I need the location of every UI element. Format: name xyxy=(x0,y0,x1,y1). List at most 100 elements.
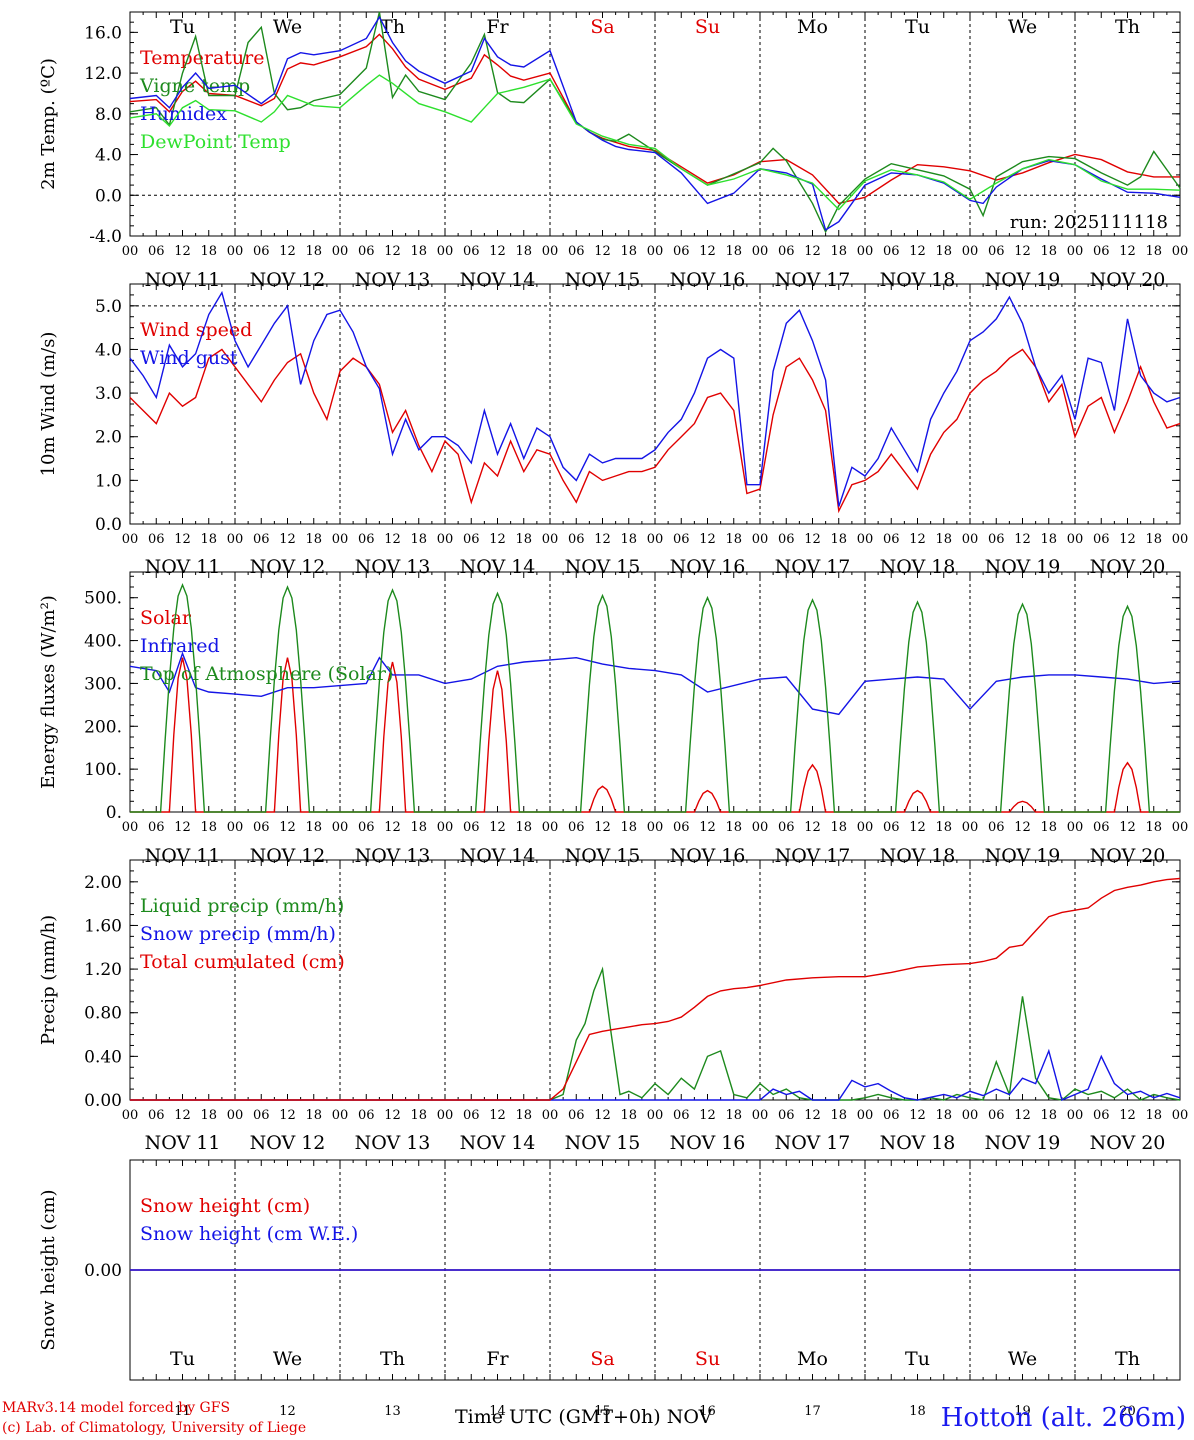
hour-tick-label: 18 xyxy=(1040,532,1057,547)
hour-tick-label: 06 xyxy=(253,244,270,259)
date-label: NOV 15 xyxy=(565,269,641,291)
hour-tick-label: 00 xyxy=(542,820,559,835)
series-line-total-cumulated-cm xyxy=(130,877,1181,1101)
hour-tick-label: 12 xyxy=(1119,532,1136,547)
hour-tick-label: 12 xyxy=(1014,1108,1031,1123)
hour-tick-label: 12 xyxy=(804,820,821,835)
y-tick-label: 5.0 xyxy=(95,297,122,317)
weekday-label: Th xyxy=(1115,1348,1140,1370)
hour-tick-label: 00 xyxy=(752,244,769,259)
y-tick-label: 1.60 xyxy=(84,916,122,936)
hour-tick-label: 18 xyxy=(515,532,532,547)
legend-entry: Solar xyxy=(140,607,192,629)
hour-tick-label: 18 xyxy=(830,532,847,547)
y-tick-label: 400. xyxy=(84,632,122,652)
weekday-label: Tu xyxy=(170,1348,195,1370)
hour-tick-label: 00 xyxy=(962,244,979,259)
date-label: NOV 20 xyxy=(1090,845,1166,867)
date-label: NOV 19 xyxy=(985,1132,1061,1154)
y-tick-label: 300. xyxy=(84,674,122,694)
hour-tick-label: 00 xyxy=(752,532,769,547)
hour-tick-label: 18 xyxy=(200,1108,217,1123)
weekday-label: We xyxy=(1008,1348,1037,1370)
hour-tick-label: 18 xyxy=(305,244,322,259)
date-label: NOV 11 xyxy=(145,269,221,291)
series-line-infrared xyxy=(129,651,1181,716)
y-tick-label: 0.00 xyxy=(84,1261,122,1281)
hour-tick-label: 12 xyxy=(279,532,296,547)
hour-tick-label: 12 xyxy=(279,1108,296,1123)
hour-tick-label: 12 xyxy=(804,244,821,259)
hour-tick-label: 18 xyxy=(200,532,217,547)
station-name: Hotton (alt. 266m) xyxy=(940,1403,1186,1433)
hour-tick-label: 06 xyxy=(673,820,690,835)
weekday-label: Su xyxy=(695,16,720,38)
y-tick-label: 0.0 xyxy=(95,186,122,206)
hour-tick-label: 06 xyxy=(988,1108,1005,1123)
hour-tick-label: 00 xyxy=(332,820,349,835)
hour-tick-label: 00 xyxy=(962,820,979,835)
day-number-label: 15 xyxy=(594,1404,611,1419)
legend-entry: Snow precip (mm/h) xyxy=(140,923,336,945)
hour-tick-label: 00 xyxy=(647,1108,664,1123)
hour-tick-label: 06 xyxy=(1093,532,1110,547)
hour-tick-label: 18 xyxy=(410,244,427,259)
hour-tick-label: 06 xyxy=(568,532,585,547)
weekday-label: We xyxy=(1008,16,1037,38)
hour-tick-label: 06 xyxy=(988,244,1005,259)
day-number-label: 17 xyxy=(804,1404,821,1419)
day-number-label: 11 xyxy=(174,1404,191,1419)
legend-entry: Wind gust xyxy=(140,347,238,369)
hour-tick-label: 12 xyxy=(174,820,191,835)
hour-tick-label: 12 xyxy=(594,1108,611,1123)
weekday-label: Tu xyxy=(905,1348,930,1370)
hour-tick-label: 12 xyxy=(699,532,716,547)
hour-tick-label: 06 xyxy=(148,532,165,547)
hour-tick-label: 00 xyxy=(752,820,769,835)
hour-tick-label: 06 xyxy=(568,1108,585,1123)
model-credit: MARv3.14 model forced by GFS xyxy=(2,1400,231,1416)
hour-tick-label: 06 xyxy=(883,244,900,259)
y-axis-label: 10m Wind (m/s) xyxy=(38,332,59,477)
date-label: NOV 15 xyxy=(565,845,641,867)
date-label: NOV 17 xyxy=(775,1132,851,1154)
hour-tick-label: 00 xyxy=(647,532,664,547)
legend-entry: Infrared xyxy=(140,635,220,657)
hour-tick-label: 12 xyxy=(489,532,506,547)
hour-tick-label: 06 xyxy=(568,244,585,259)
y-tick-label: 200. xyxy=(84,717,122,737)
hour-tick-label: 18 xyxy=(935,820,952,835)
series-line-wind-speed xyxy=(129,348,1181,514)
hour-tick-label: 12 xyxy=(1119,244,1136,259)
y-tick-label: 1.20 xyxy=(84,960,122,980)
hour-tick-label: 12 xyxy=(594,820,611,835)
hour-tick-label: 00 xyxy=(1067,820,1084,835)
hour-tick-label: 06 xyxy=(358,532,375,547)
hour-tick-label: 00 xyxy=(122,244,139,259)
hour-tick-label: 12 xyxy=(1014,532,1031,547)
x-axis-month: NOV xyxy=(666,1406,713,1428)
weekday-label: Th xyxy=(380,1348,405,1370)
hour-tick-label: 18 xyxy=(725,532,742,547)
hour-tick-label: 06 xyxy=(148,244,165,259)
hour-tick-label: 00 xyxy=(437,820,454,835)
hour-tick-label: 12 xyxy=(699,1108,716,1123)
hour-tick-label: 12 xyxy=(384,532,401,547)
y-tick-label: 2.0 xyxy=(95,428,122,448)
weekday-label: We xyxy=(273,1348,302,1370)
hour-tick-label: 06 xyxy=(358,820,375,835)
hour-tick-label: 18 xyxy=(305,1108,322,1123)
hour-tick-label: 12 xyxy=(1014,820,1031,835)
legend-entry: DewPoint Temp xyxy=(140,131,291,153)
hour-tick-label: 18 xyxy=(620,244,637,259)
date-label: NOV 13 xyxy=(355,269,431,291)
weekday-label: Fr xyxy=(486,1348,509,1370)
hour-tick-label: 18 xyxy=(725,820,742,835)
y-tick-label: 1.0 xyxy=(95,471,122,491)
hour-tick-label: 00 xyxy=(857,1108,874,1123)
y-tick-label: 4.0 xyxy=(95,146,122,166)
day-number-label: 20 xyxy=(1119,1404,1136,1419)
y-axis-label: Precip (mm/h) xyxy=(38,915,59,1045)
hour-tick-label: 18 xyxy=(935,532,952,547)
